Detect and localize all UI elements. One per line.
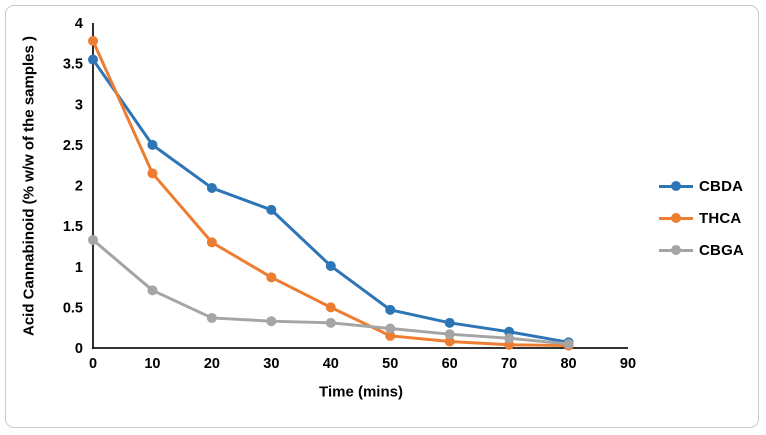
cbda-line-marker-icon — [659, 181, 693, 191]
y-tick-label: 2 — [75, 179, 83, 195]
x-tick-label: 30 — [263, 356, 279, 372]
y-tick-label: 0.5 — [63, 300, 83, 316]
y-tick-label: 0 — [75, 341, 83, 357]
cbga-line-marker-icon — [659, 245, 693, 255]
series-marker-thca — [147, 168, 158, 179]
series-marker-thca — [266, 272, 277, 283]
series-line-cbda — [91, 58, 571, 344]
x-tick-label: 90 — [620, 356, 636, 372]
x-tick-label: 40 — [323, 356, 339, 372]
x-tick-label: 20 — [204, 356, 220, 372]
x-tick-label: 0 — [89, 356, 97, 372]
series-marker-cbga — [385, 323, 396, 334]
chart-figure: 0 10 20 30 40 50 60 70 80 90 0 0.5 1 1.5 2 2.5 3 3.5 4 Aci… — [5, 5, 759, 428]
legend-label: CBGA — [699, 241, 744, 259]
series-marker-cbga — [88, 234, 98, 245]
legend-item-cbda: CBDA — [659, 177, 744, 195]
series-marker-cbda — [206, 182, 217, 193]
x-tick-label: 50 — [382, 356, 398, 372]
series-marker-cbga — [206, 312, 217, 323]
legend: CBDA THCA CBGA — [659, 177, 744, 259]
y-tick-label: 1 — [75, 260, 83, 276]
series-marker-cbda — [385, 304, 396, 315]
y-tick-label: 4 — [75, 16, 83, 32]
series-marker-cbga — [325, 317, 336, 328]
x-axis-title: Time (mins) — [319, 383, 403, 401]
series-marker-cbda — [325, 260, 336, 271]
series-marker-cbda — [147, 139, 158, 150]
series-marker-cbda — [444, 317, 455, 328]
series-marker-cbga — [444, 329, 455, 340]
series-marker-cbga — [266, 316, 277, 327]
line-chart: 0 10 20 30 40 50 60 70 80 90 0 0.5 1 1.5 2 2.5 3 3.5 4 — [63, 16, 636, 372]
y-tick-label: 3.5 — [63, 57, 83, 73]
series-marker-thca — [444, 336, 455, 347]
x-tick-label: 60 — [442, 356, 458, 372]
y-axis-title: Acid Cannabinoid (% w/w of the samples ) — [20, 35, 38, 337]
x-tick-label: 80 — [560, 356, 576, 372]
legend-label: CBDA — [699, 177, 744, 195]
series-line-cbga — [91, 238, 571, 346]
legend-item-cbga: CBGA — [659, 241, 744, 259]
series-marker-thca — [385, 330, 396, 341]
series-marker-cbda — [266, 204, 277, 215]
series-marker-cbga — [504, 333, 515, 344]
x-tick-label: 10 — [144, 356, 160, 372]
legend-label: THCA — [699, 209, 742, 227]
series-marker-thca — [88, 35, 98, 46]
legend-item-thca: THCA — [659, 209, 744, 227]
series-marker-cbga — [147, 285, 158, 296]
thca-line-marker-icon — [659, 213, 693, 223]
series-marker-thca — [206, 237, 217, 248]
y-tick-label: 2.5 — [63, 138, 83, 154]
series-line-thca — [91, 39, 571, 348]
x-tick-label: 70 — [501, 356, 517, 372]
series-marker-cbda — [88, 54, 98, 65]
series-marker-cbga — [563, 338, 574, 349]
y-tick-label: 3 — [75, 97, 83, 113]
series-marker-thca — [325, 302, 336, 313]
y-tick-label: 1.5 — [63, 219, 83, 235]
